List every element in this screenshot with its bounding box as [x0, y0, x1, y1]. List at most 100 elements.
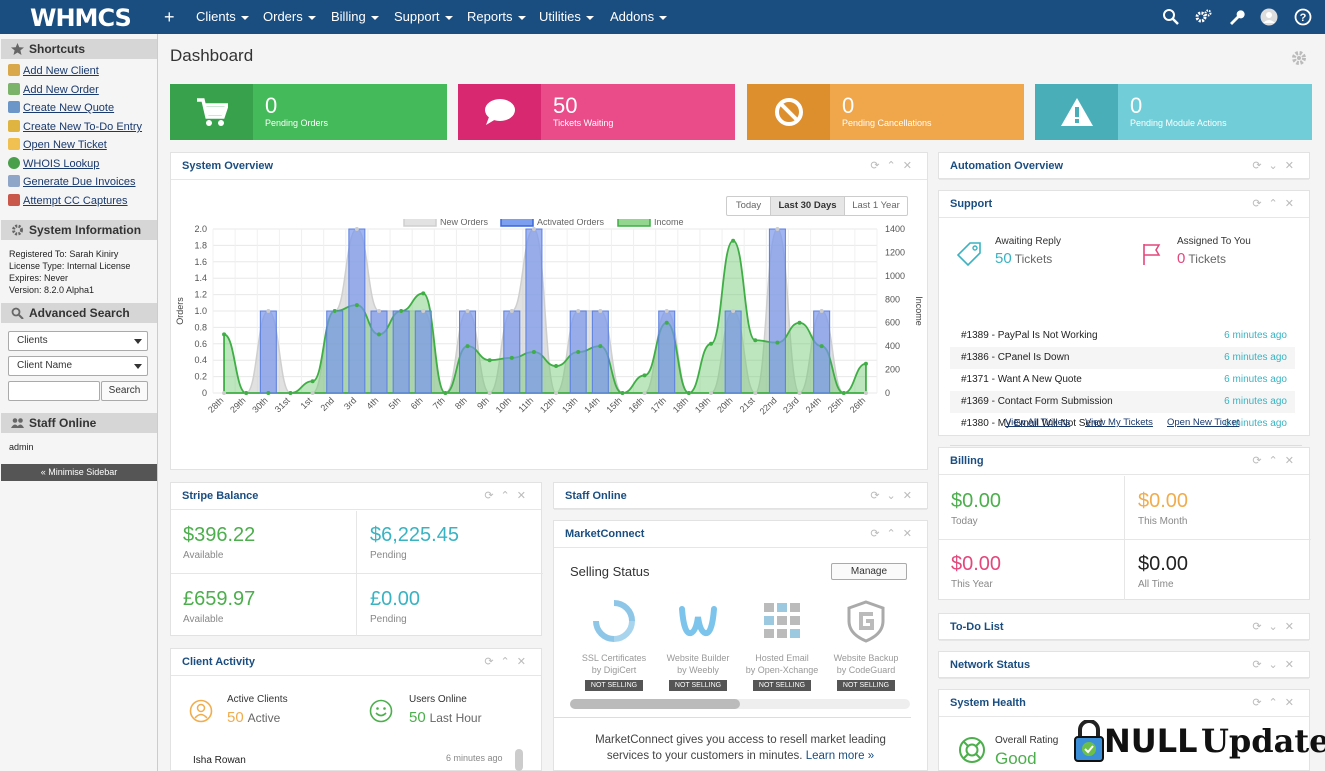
activated-orders-bar — [259, 310, 277, 394]
income-point — [244, 391, 249, 395]
shortcut-open-new-ticket[interactable]: Open New Ticket — [8, 137, 107, 153]
assigned-to-you-label: Assigned To You — [1177, 236, 1251, 247]
product-hosted-email[interactable]: Hosted Email by Open-Xchange NOT SELLING — [741, 599, 823, 691]
new-orders-point — [465, 309, 470, 313]
search-icon[interactable] — [1162, 8, 1180, 26]
panel-controls[interactable]: ⟳⌃✕ — [870, 160, 919, 172]
gears-icon[interactable] — [1194, 8, 1212, 26]
client-activity-row-name[interactable]: Isha Rowan — [193, 755, 246, 766]
new-orders-point — [863, 391, 868, 395]
search-input[interactable] — [8, 381, 100, 401]
ticket-row[interactable]: #1380 - My Email Will Not Send 6 minutes … — [950, 413, 1295, 435]
ticket-row[interactable]: #1389 - PayPal Is Not Working 6 minutes a… — [950, 325, 1295, 347]
help-icon[interactable]: ? — [1294, 8, 1312, 26]
product-website-backup[interactable]: Website Backup by CodeGuard NOT SELLING — [825, 599, 907, 691]
activated-orders-bar — [370, 310, 388, 394]
nav-utilities[interactable]: Utilities — [539, 0, 594, 34]
stat-pending-module-actions[interactable]: 0 Pending Module Actions — [1035, 84, 1312, 140]
main-content: Dashboard 0 Pending Orders 50 Tickets Wa… — [158, 34, 1325, 771]
nav-clients[interactable]: Clients — [196, 0, 249, 34]
stat-pending-orders[interactable]: 0 Pending Orders — [170, 84, 447, 140]
gear-icon[interactable] — [1290, 49, 1308, 67]
minimise-sidebar-button[interactable]: « Minimise Sidebar — [1, 464, 157, 481]
product-website-builder[interactable]: Website Builder by Weebly NOT SELLING — [657, 599, 739, 691]
panel-controls[interactable]: ⟳⌄✕ — [1252, 621, 1301, 633]
new-orders-point — [709, 391, 713, 395]
shortcut-add-new-order[interactable]: Add New Order — [8, 82, 99, 98]
panel-controls[interactable]: ⟳⌃✕ — [484, 490, 533, 502]
staff-online-panel: Staff Online ⟳⌄✕ — [553, 482, 928, 510]
system-information-header: System Information — [1, 220, 157, 240]
panel-controls[interactable]: ⟳⌃✕ — [1252, 697, 1301, 709]
view-all-tickets-link[interactable]: View All Tickets — [1005, 417, 1071, 428]
shortcut-attempt-cc-captures[interactable]: Attempt CC Captures — [8, 193, 128, 209]
y-tick-label: 1.4 — [194, 273, 207, 283]
shortcut-generate-due-invoices[interactable]: Generate Due Invoices — [8, 174, 136, 190]
panel-controls[interactable]: ⟳⌃✕ — [484, 656, 533, 668]
system-overview-panel: System Overview ⟳⌃✕ Today Last 30 Days La… — [170, 152, 928, 470]
range-today[interactable]: Today — [727, 197, 771, 215]
search-field-select[interactable]: Client Name — [8, 356, 148, 376]
panel-controls[interactable]: ⟳⌄✕ — [870, 490, 919, 502]
divider — [554, 717, 911, 718]
ticket-row[interactable]: #1371 - Want A New Quote 6 minutes ago — [950, 369, 1295, 391]
stripe-amount: £0.00 — [370, 588, 421, 610]
panel-title: MarketConnect — [565, 528, 645, 540]
range-last-1-year[interactable]: Last 1 Year — [852, 200, 900, 211]
activated-orders-bar — [392, 310, 410, 394]
product-name: Website Backup — [833, 653, 899, 663]
activated-orders-bar — [525, 228, 543, 394]
staff-online-header: Staff Online — [1, 413, 157, 433]
nav-orders[interactable]: Orders — [263, 0, 316, 34]
panel-controls[interactable]: ⟳⌄✕ — [1252, 160, 1301, 172]
nav-support[interactable]: Support — [394, 0, 453, 34]
nav-billing[interactable]: Billing — [331, 0, 379, 34]
whmcs-logo[interactable]: WHMCS — [30, 4, 132, 32]
add-new-button[interactable]: + — [164, 7, 175, 27]
wrench-icon[interactable] — [1227, 8, 1245, 26]
cart-add-icon — [8, 83, 20, 95]
nav-support-label: Support — [394, 9, 440, 24]
x-tick-label: 3rd — [342, 395, 358, 411]
panel-controls[interactable]: ⟳⌄✕ — [1252, 659, 1301, 671]
not-selling-badge: NOT SELLING — [584, 680, 644, 691]
nav-addons[interactable]: Addons — [610, 0, 668, 34]
stat-tickets-waiting[interactable]: 50 Tickets Waiting — [458, 84, 735, 140]
avatar[interactable] — [1260, 8, 1278, 26]
range-last-30-days[interactable]: Last 30 Days — [771, 197, 845, 215]
panel-controls[interactable]: ⟳⌃✕ — [1252, 455, 1301, 467]
shortcut-label: Add New Client — [23, 65, 99, 77]
ticket-row[interactable]: #1369 - Contact Form Submission 6 minutes… — [950, 391, 1295, 413]
y-tick-label: 1.2 — [194, 290, 207, 300]
search-type-select[interactable]: Clients — [8, 331, 148, 351]
ticket-time: 6 minutes ago — [1224, 374, 1287, 385]
income-point — [797, 320, 802, 325]
activated-orders-bar — [503, 310, 521, 394]
shortcut-create-new-quote[interactable]: Create New Quote — [8, 100, 114, 116]
shortcut-add-new-client[interactable]: Add New Client — [8, 63, 99, 79]
shortcut-create-todo[interactable]: Create New To-Do Entry — [8, 119, 142, 135]
ticket-row[interactable]: #1386 - CPanel Is Down 6 minutes ago — [950, 347, 1295, 369]
open-new-ticket-link[interactable]: Open New Ticket — [1167, 417, 1240, 428]
scrollbar-thumb[interactable] — [570, 699, 740, 709]
shortcut-whois-lookup[interactable]: WHOIS Lookup — [8, 156, 99, 172]
view-my-tickets-link[interactable]: View My Tickets — [1085, 417, 1153, 428]
stat-pending-cancellations[interactable]: 0 Pending Cancellations — [747, 84, 1024, 140]
scrollbar[interactable] — [515, 749, 523, 771]
panel-controls[interactable]: ⟳⌃✕ — [1252, 198, 1301, 210]
ssl-certificate-icon — [593, 600, 635, 642]
shortcut-label: Generate Due Invoices — [23, 176, 136, 188]
horizontal-scrollbar[interactable] — [570, 699, 910, 709]
stat-icon-box — [170, 84, 253, 140]
income-point — [598, 344, 603, 349]
x-tick-label: 2nd — [318, 395, 336, 413]
manage-button[interactable]: Manage — [831, 563, 907, 580]
search-icon — [11, 307, 24, 319]
nav-reports[interactable]: Reports — [467, 0, 526, 34]
learn-more-link[interactable]: Learn more » — [805, 750, 875, 762]
panel-controls[interactable]: ⟳⌃✕ — [870, 528, 919, 540]
panel-title: Network Status — [950, 659, 1031, 671]
x-tick-label: 30th — [250, 395, 269, 414]
product-ssl[interactable]: SSL Certificates by DigiCert NOT SELLING — [573, 599, 655, 691]
search-button[interactable]: Search — [101, 381, 148, 401]
